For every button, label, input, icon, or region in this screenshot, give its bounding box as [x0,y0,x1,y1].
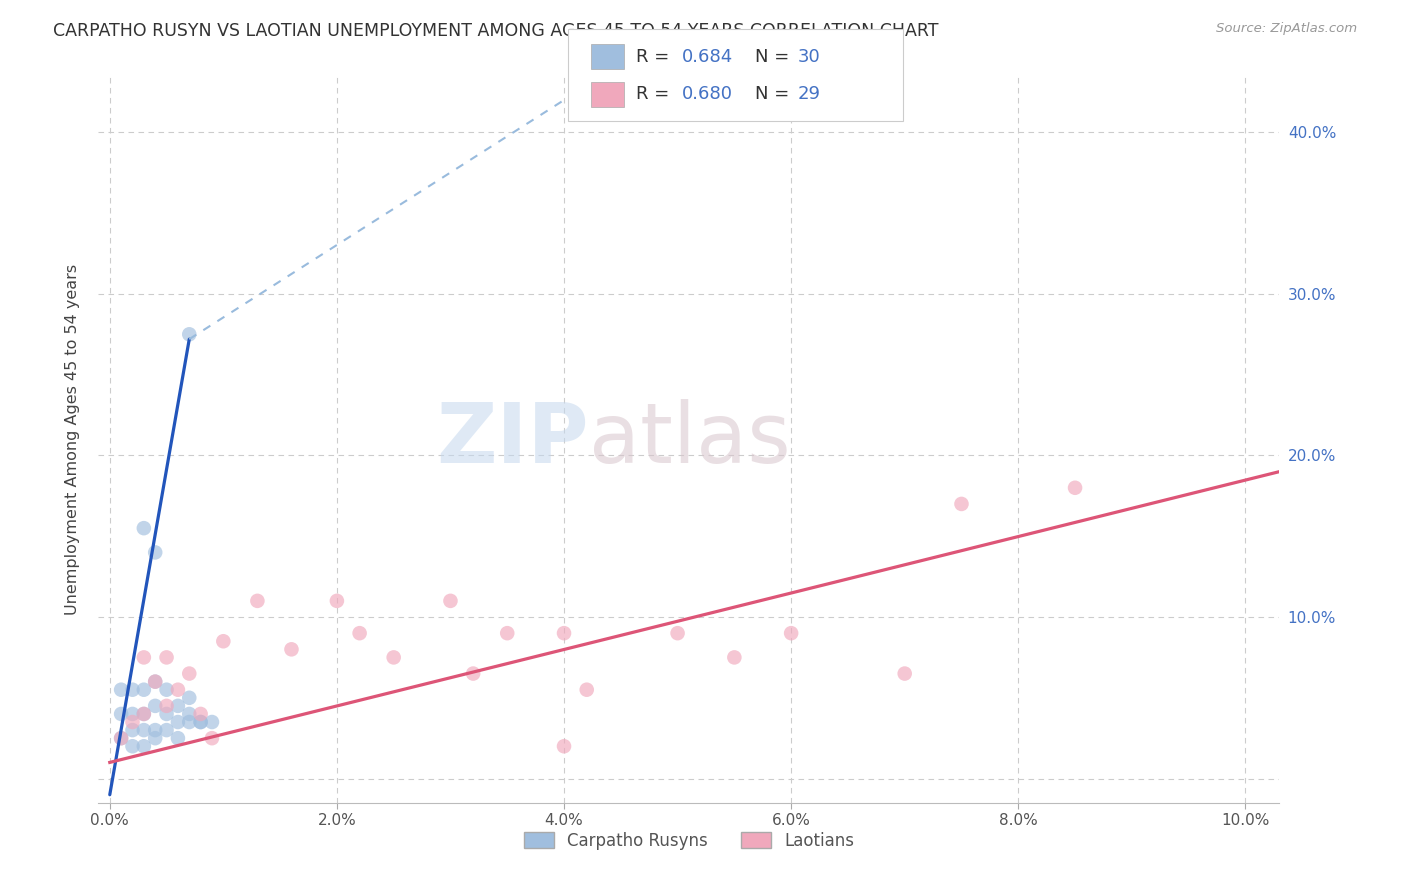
Point [167,698,190,713]
Point [950,497,973,511]
Point [723,650,745,665]
Point [143,545,166,559]
Point [179,666,201,681]
Point [132,706,155,721]
Text: R =: R = [636,48,675,66]
Point [110,706,132,721]
Point [280,642,302,657]
Point [143,674,166,689]
Point [132,723,155,737]
Point [132,521,155,535]
Point [132,739,155,754]
Text: R =: R = [636,85,675,103]
Point [167,714,190,729]
Point [121,739,143,754]
Text: 0.684: 0.684 [682,48,733,66]
Point [179,690,201,705]
Text: N =: N = [755,48,794,66]
Point [155,650,177,665]
Point [553,739,575,754]
Point [201,714,224,729]
Text: ZIP: ZIP [436,399,589,480]
Point [179,714,201,729]
Point [155,698,177,713]
Point [143,723,166,737]
Point [1064,481,1087,495]
Point [179,706,201,721]
Text: CARPATHO RUSYN VS LAOTIAN UNEMPLOYMENT AMONG AGES 45 TO 54 YEARS CORRELATION CHA: CARPATHO RUSYN VS LAOTIAN UNEMPLOYMENT A… [53,22,939,40]
Point [190,714,212,729]
Y-axis label: Unemployment Among Ages 45 to 54 years: Unemployment Among Ages 45 to 54 years [65,264,80,615]
Point [666,626,689,640]
Point [132,682,155,697]
Point [143,731,166,746]
Point [143,674,166,689]
Text: 29: 29 [797,85,820,103]
Point [121,682,143,697]
Point [155,706,177,721]
Text: N =: N = [755,85,794,103]
Point [155,723,177,737]
Point [155,682,177,697]
Point [201,731,224,746]
Point [382,650,405,665]
Point [121,723,143,737]
Point [780,626,803,640]
Point [190,706,212,721]
Legend: Carpatho Rusyns, Laotians: Carpatho Rusyns, Laotians [517,825,860,856]
Point [463,666,485,681]
Point [190,714,212,729]
Point [439,594,461,608]
Point [132,706,155,721]
Point [110,731,132,746]
Point [212,634,235,648]
Point [110,731,132,746]
Point [349,626,371,640]
Text: 0.680: 0.680 [682,85,733,103]
Point [893,666,915,681]
Point [167,682,190,697]
Point [496,626,519,640]
Text: 30: 30 [797,48,820,66]
Text: atlas: atlas [589,399,790,480]
Point [246,594,269,608]
Text: Source: ZipAtlas.com: Source: ZipAtlas.com [1216,22,1357,36]
Point [326,594,349,608]
Point [121,706,143,721]
Point [110,682,132,697]
Point [553,626,575,640]
Point [179,327,201,342]
Point [143,698,166,713]
Point [132,650,155,665]
Point [167,731,190,746]
Point [575,682,598,697]
Point [121,714,143,729]
